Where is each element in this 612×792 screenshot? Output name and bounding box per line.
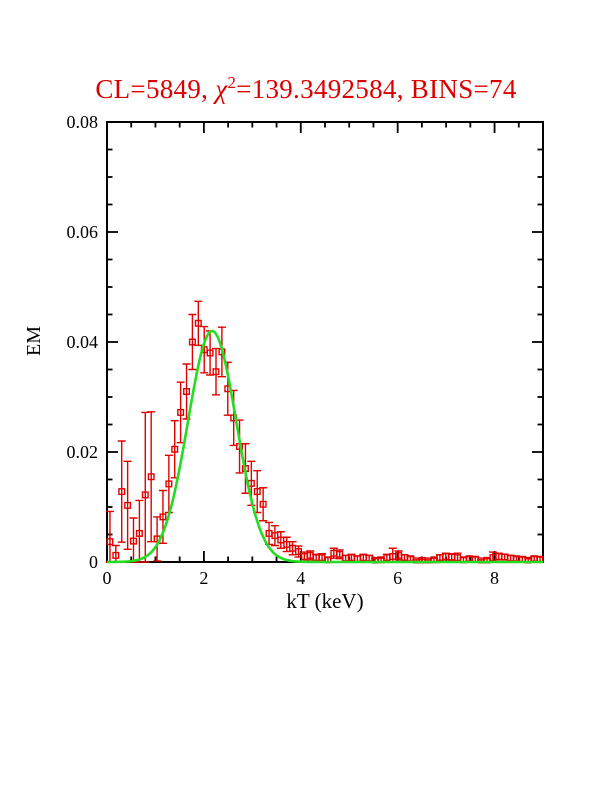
data-point xyxy=(183,388,191,396)
x-tick-label: 0 xyxy=(103,568,112,588)
x-tick-label: 6 xyxy=(393,568,402,588)
error-bar xyxy=(117,440,126,543)
data-point xyxy=(171,445,179,453)
data-point xyxy=(188,338,196,346)
data-point xyxy=(129,537,137,545)
data-point xyxy=(147,473,155,481)
error-bar xyxy=(141,411,150,563)
data-point xyxy=(124,501,132,509)
y-tick-label: 0 xyxy=(89,552,98,572)
chi-symbol: χ xyxy=(215,74,228,104)
x-axis-label: kT (keV) xyxy=(286,589,364,613)
title-text-right: =139.3492584, BINS=74 xyxy=(236,74,517,104)
x-tick-label: 2 xyxy=(199,568,208,588)
error-bar xyxy=(276,531,285,549)
data-point xyxy=(259,500,267,508)
x-tick-label: 8 xyxy=(490,568,499,588)
data-point xyxy=(206,349,214,357)
y-tick-label: 0.04 xyxy=(67,332,99,352)
data-point xyxy=(336,550,344,558)
error-bar xyxy=(200,325,209,374)
error-bar xyxy=(259,487,268,522)
data-point xyxy=(112,551,120,559)
data-point xyxy=(141,491,149,499)
error-bar xyxy=(123,460,132,551)
data-point xyxy=(277,536,285,544)
data-point xyxy=(177,408,185,416)
x-tick-label: 4 xyxy=(296,568,305,588)
y-tick-label: 0.06 xyxy=(67,222,99,242)
data-point xyxy=(106,538,114,546)
plot-frame xyxy=(106,121,544,563)
error-bar xyxy=(194,300,203,346)
error-bar xyxy=(188,313,197,371)
error-bar xyxy=(270,525,279,547)
title-text-left: CL=5849, xyxy=(95,74,216,104)
chi-exponent: 2 xyxy=(227,73,237,92)
data-point xyxy=(212,368,220,376)
data-point xyxy=(283,540,291,548)
data-point xyxy=(135,529,143,537)
data-point xyxy=(253,488,261,496)
data-point xyxy=(118,488,126,496)
plot-title: CL=5849, χ2=139.3492584, BINS=74 xyxy=(0,74,612,105)
data-point xyxy=(165,480,173,488)
data-point xyxy=(159,513,167,521)
data-point xyxy=(271,532,279,540)
data-series xyxy=(106,300,544,564)
model-curve xyxy=(106,329,544,564)
y-axis-label: EM xyxy=(23,326,45,356)
data-point xyxy=(194,319,202,327)
y-tick-label: 0.02 xyxy=(67,442,99,462)
y-tick-label: 0.08 xyxy=(67,112,99,132)
